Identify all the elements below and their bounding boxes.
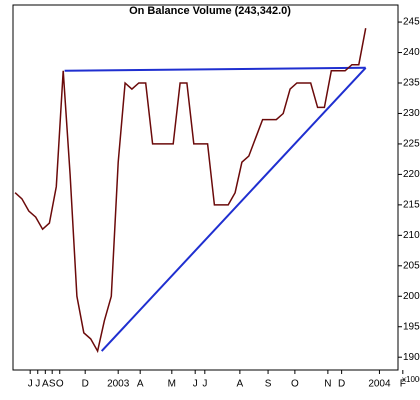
x-tick-label: A [42,379,49,390]
x-tick-label: M [168,379,176,390]
y-tick-label: 230 [403,108,420,119]
x-tick-label: O [56,379,64,390]
x-tick-label: O [291,379,299,390]
x-tick-label: J [28,379,33,390]
y-tick-label: 220 [403,169,420,180]
x-tick-label: J [202,379,207,390]
y-tick-label: 190 [403,352,420,363]
x-tick-label: S [265,379,272,390]
x-tick-label: D [82,379,89,390]
x-tick-label: A [137,379,144,390]
x-tick-label: 2003 [107,379,130,390]
y-tick-label: 235 [403,78,420,89]
y-tick-label: 205 [403,260,420,271]
y-tick-label: 245 [403,17,420,28]
x-tick-label: D [338,379,345,390]
x-tick-label: J [35,379,40,390]
y-tick-label: 195 [403,321,420,332]
y-unit-label: x1000 [402,375,420,384]
x-tick-label: J [193,379,198,390]
trendline [64,66,366,72]
y-tick-label: 215 [403,200,420,211]
x-tick-label: S [49,379,56,390]
y-tick-label: 200 [403,291,420,302]
x-tick-label: 2004 [368,379,391,390]
y-tick-label: 210 [403,230,420,241]
x-tick-label: A [237,379,244,390]
y-tick-label: 240 [403,47,420,58]
x-tick-label: N [324,379,331,390]
y-tick-label: 225 [403,139,420,150]
chart-title: On Balance Volume (243,342.0) [129,5,291,17]
plot-frame [12,4,399,371]
series-line [14,28,367,354]
x-tick-label: F [400,379,406,390]
trendline [100,67,367,352]
